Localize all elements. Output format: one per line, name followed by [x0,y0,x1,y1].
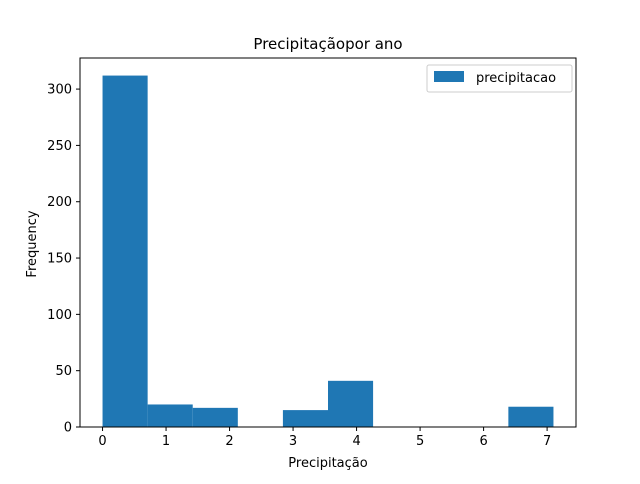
legend: precipitacao [426,64,573,93]
y-axis-label: Frequency [25,210,40,277]
y-tick-label: 50 [55,364,72,379]
histogram-bar [102,75,148,428]
x-tick-label: 1 [162,434,170,449]
histogram-bar [508,406,554,427]
x-axis-label: Precipitação [288,456,367,471]
x-tick-label: 2 [225,434,233,449]
x-tick-label: 5 [416,434,424,449]
y-tick-label: 100 [47,308,72,323]
y-tick-label: 200 [47,195,72,210]
y-tick-label: 0 [64,421,72,436]
histogram-bar [192,407,238,427]
legend-label: precipitacao [476,71,556,86]
histogram-bar [147,404,193,427]
y-tick-label: 250 [47,139,72,154]
histogram-bar [282,410,328,427]
x-tick-label: 7 [543,434,551,449]
x-tick-label: 4 [352,434,360,449]
y-tick-label: 300 [47,83,72,98]
y-tick-label: 150 [47,252,72,267]
legend-swatch [434,71,464,82]
bars-layer [102,75,554,428]
plot-frame [79,57,577,428]
x-tick-label: 6 [479,434,487,449]
histogram-bar [328,380,374,427]
x-tick-label: 0 [98,434,106,449]
chart-title: Precipitaçãopor ano [253,35,402,53]
axes-layer: 0 1 2 3 4 5 6 7 0 50 100 150 200 250 300 [47,57,577,449]
x-tick-label: 3 [289,434,297,449]
